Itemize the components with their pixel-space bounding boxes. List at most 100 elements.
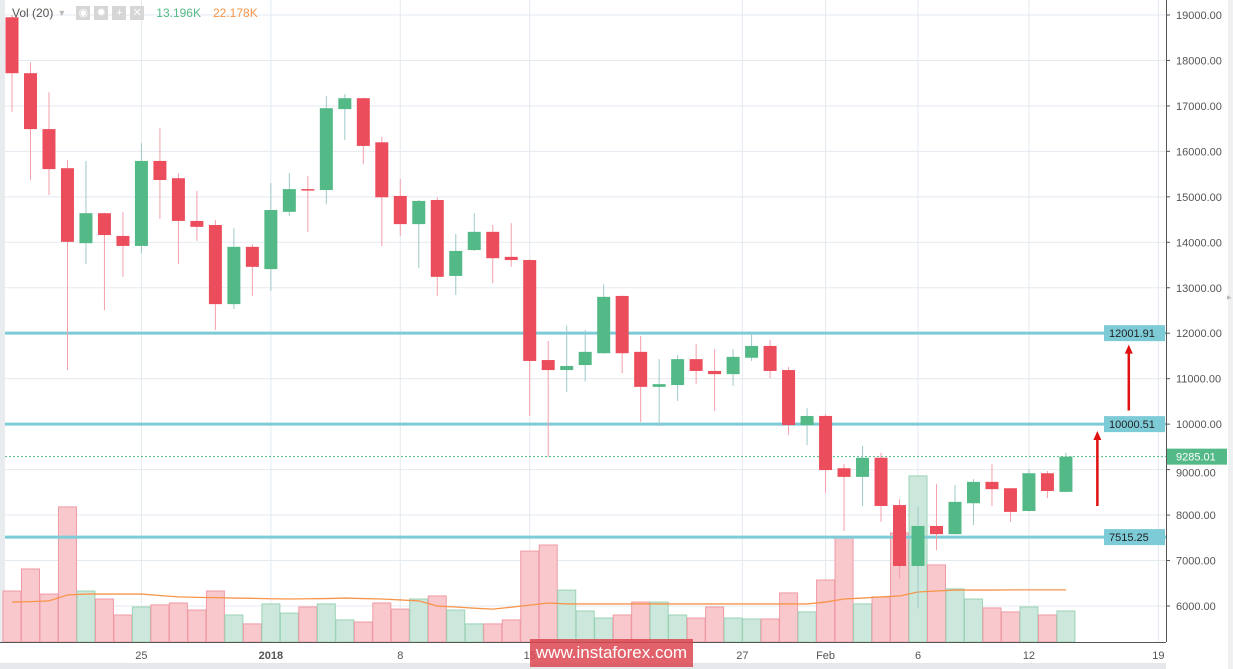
- red-arrow-head-icon: [1093, 430, 1102, 440]
- candle-body: [393, 195, 407, 225]
- candle-body: [1003, 488, 1017, 512]
- volume-bar: [446, 609, 466, 643]
- volume-bar: [760, 618, 780, 643]
- candle-body: [782, 370, 796, 426]
- candle-body: [1059, 456, 1073, 492]
- candle-body: [689, 359, 703, 371]
- volume-bar: [538, 544, 558, 643]
- level-price-badge: [1104, 325, 1165, 342]
- candle-body: [153, 160, 167, 181]
- time-tick-label: 25: [135, 650, 147, 662]
- candle-body: [79, 213, 93, 244]
- price-tick-label: 13000.00: [1176, 283, 1222, 295]
- volume-bar: [945, 588, 965, 643]
- volume-bar: [797, 611, 817, 643]
- volume-bar: [279, 612, 299, 643]
- volume-bar: [612, 614, 632, 643]
- volume-bar: [224, 614, 244, 643]
- price-tick-label: 18000.00: [1176, 55, 1222, 67]
- price-tick-label: 12000.00: [1176, 328, 1222, 340]
- level-price-badge: [1104, 529, 1165, 546]
- price-tick-label: 11000.00: [1176, 374, 1221, 386]
- collapse-arrow-icon[interactable]: ▸: [1227, 292, 1232, 302]
- candle-body: [745, 345, 759, 358]
- candle-body: [578, 351, 592, 366]
- candle-body: [966, 481, 980, 504]
- candle-body: [708, 370, 722, 375]
- volume-bar: [834, 537, 854, 643]
- dropdown-caret-icon[interactable]: ▼: [57, 8, 67, 18]
- volume-bar: [298, 606, 318, 643]
- price-tick-label: 16000.00: [1176, 146, 1222, 158]
- candle-body: [560, 365, 574, 371]
- candle-body: [282, 189, 296, 212]
- price-tick-label: 14000.00: [1176, 237, 1222, 249]
- time-tick-label: 2018: [259, 650, 283, 662]
- volume-bar: [427, 595, 447, 643]
- price-tick-label: 19000.00: [1176, 10, 1222, 22]
- volume-bar: [76, 590, 96, 643]
- volume-bar: [982, 607, 1002, 643]
- volume-bar: [205, 590, 225, 643]
- indicator-name[interactable]: Vol (20): [12, 6, 54, 20]
- watermark: www.instaforex.com: [530, 639, 693, 667]
- candle-body: [930, 525, 943, 535]
- candle-body: [948, 501, 962, 535]
- current-price-badge-label: 9285.01: [1176, 452, 1216, 464]
- volume-bar: [557, 589, 577, 643]
- volume-bar: [2, 590, 22, 643]
- volume-bar: [335, 619, 355, 643]
- plus-icon[interactable]: +: [112, 6, 127, 20]
- candle-body: [467, 231, 481, 251]
- candle-body: [726, 356, 740, 375]
- price-tick-label: 8000.00: [1176, 510, 1216, 522]
- volume-bar: [168, 602, 188, 643]
- volume-bar: [390, 608, 410, 643]
- candle-body: [800, 415, 814, 426]
- time-tick-label: 12: [1023, 650, 1035, 662]
- volume-bar: [372, 602, 392, 643]
- close-icon[interactable]: ✕: [130, 6, 145, 20]
- volume-bar: [649, 601, 669, 643]
- candle-body: [264, 210, 278, 270]
- candle-body: [874, 457, 888, 506]
- price-tick-label: 9000.00: [1176, 468, 1216, 480]
- candle-body: [42, 129, 56, 170]
- candle-body: [190, 220, 204, 227]
- volume-bar: [575, 610, 595, 643]
- candle-body: [60, 168, 74, 242]
- volume-bar: [501, 619, 521, 643]
- volume-bar: [242, 623, 262, 643]
- price-tick-label: 7000.00: [1176, 556, 1216, 568]
- time-tick-label: Feb: [816, 650, 835, 662]
- candle-body: [856, 457, 870, 477]
- price-tick-label: 15000.00: [1176, 192, 1222, 204]
- candle-body: [615, 295, 629, 354]
- price-axis: [1166, 0, 1233, 669]
- candle-body: [301, 189, 315, 191]
- eye-icon[interactable]: ◉: [76, 6, 91, 20]
- volume-ma-line: [11, 589, 1066, 610]
- candle-body: [227, 246, 241, 305]
- volume-value: 13.196K: [156, 6, 201, 20]
- candle-body: [486, 231, 500, 259]
- gear-icon[interactable]: ✹: [94, 6, 109, 20]
- candle-body: [356, 98, 370, 146]
- volume-bar: [187, 609, 207, 643]
- level-price-badge: [1104, 416, 1165, 433]
- volume-bar: [853, 603, 873, 643]
- volume-bar: [464, 623, 484, 643]
- candle-body: [523, 260, 537, 361]
- volume-bar: [94, 598, 114, 643]
- volume-bar: [871, 596, 891, 643]
- price-tick-label: 6000.00: [1176, 601, 1216, 613]
- candle-body: [134, 160, 148, 246]
- volume-ma-value: 22.178K: [213, 6, 258, 20]
- volume-bar: [353, 621, 373, 643]
- candle-body: [652, 384, 666, 387]
- time-tick-label: 6: [915, 650, 921, 662]
- candle-body: [5, 17, 19, 74]
- volume-bar: [723, 617, 743, 643]
- volume-bar: [631, 601, 651, 643]
